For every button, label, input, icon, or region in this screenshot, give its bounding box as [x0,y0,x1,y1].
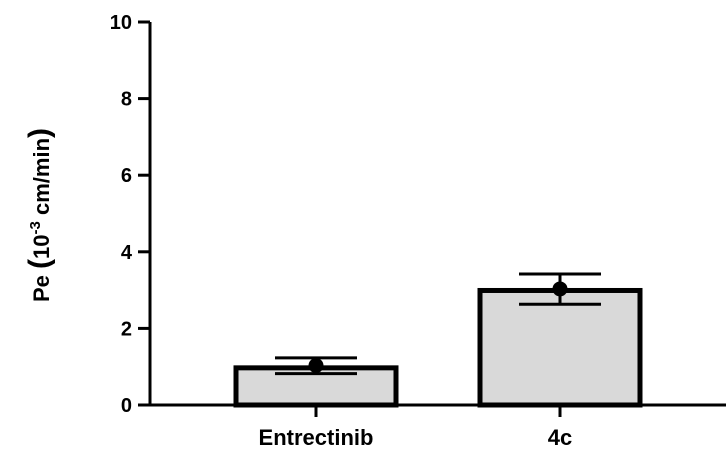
y-ticks: 0 2 4 6 8 10 [110,12,150,417]
data-point [308,358,324,374]
y-axis-title-open-paren: ( [23,259,56,269]
points-layer [308,281,568,374]
y-axis-title-base: 10 [29,234,54,258]
y-tick-label: 0 [121,395,132,417]
data-point [552,281,568,297]
y-axis-title: Pe (10-3 cm/min) [23,128,56,302]
bar [477,287,643,408]
y-tick-label: 6 [121,165,132,187]
y-axis-title-exponent: -3 [27,221,44,234]
y-tick-label: 10 [110,12,132,34]
x-ticks: Entrectinib 4c [259,405,572,450]
bars-layer [233,287,643,408]
y-axis-title-unit: cm/min [29,138,54,221]
y-tick-label: 8 [121,89,132,111]
y-tick-label: 2 [121,318,132,340]
y-axis-title-close-paren: ) [23,128,56,138]
x-tick-label: 4c [548,425,572,450]
y-tick-label: 4 [121,242,133,264]
y-axis-title-prefix: Pe [29,275,54,302]
x-tick-label: Entrectinib [259,425,374,450]
